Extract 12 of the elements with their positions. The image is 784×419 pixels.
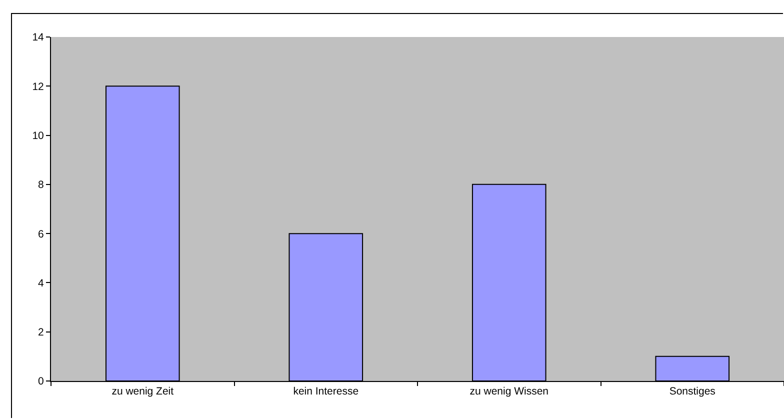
y-tick-label: 12 bbox=[32, 80, 44, 93]
y-tick-label: 0 bbox=[38, 376, 44, 388]
y-tick-label: 8 bbox=[38, 179, 44, 192]
y-tick-label: 2 bbox=[38, 326, 44, 339]
y-tick-label: 4 bbox=[38, 277, 44, 290]
x-tick-label: zu wenig Wissen bbox=[470, 386, 549, 398]
y-tick-label: 10 bbox=[32, 130, 44, 142]
y-tick-label: 6 bbox=[38, 228, 44, 240]
x-tick-label: zu wenig Zeit bbox=[112, 386, 174, 398]
y-tick-label: 14 bbox=[32, 32, 44, 44]
x-tick-label: kein Interesse bbox=[293, 386, 359, 398]
x-tick-label: Sonstiges bbox=[669, 386, 716, 398]
